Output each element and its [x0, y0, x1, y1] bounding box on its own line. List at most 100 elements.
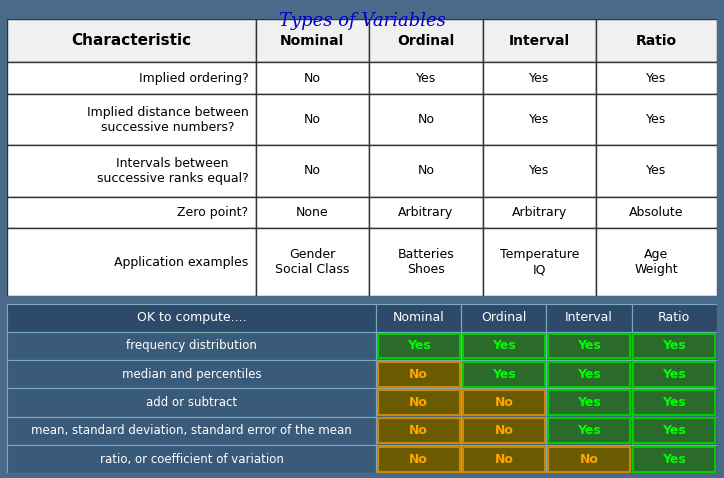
FancyBboxPatch shape — [256, 196, 369, 228]
FancyBboxPatch shape — [633, 334, 715, 358]
FancyBboxPatch shape — [376, 332, 461, 360]
Text: Types of Variables: Types of Variables — [279, 12, 445, 30]
Text: No: No — [409, 368, 428, 381]
FancyBboxPatch shape — [369, 228, 483, 296]
FancyBboxPatch shape — [547, 417, 631, 445]
FancyBboxPatch shape — [631, 417, 717, 445]
FancyBboxPatch shape — [369, 196, 483, 228]
FancyBboxPatch shape — [631, 445, 717, 473]
FancyBboxPatch shape — [256, 145, 369, 196]
FancyBboxPatch shape — [483, 62, 596, 94]
FancyBboxPatch shape — [7, 196, 256, 228]
Text: No: No — [409, 424, 428, 437]
FancyBboxPatch shape — [378, 446, 460, 471]
FancyBboxPatch shape — [256, 62, 369, 94]
Text: None: None — [296, 206, 329, 219]
Text: Yes: Yes — [662, 396, 686, 409]
FancyBboxPatch shape — [483, 94, 596, 145]
FancyBboxPatch shape — [461, 388, 547, 417]
Text: Absolute: Absolute — [629, 206, 683, 219]
Text: Arbitrary: Arbitrary — [512, 206, 567, 219]
FancyBboxPatch shape — [633, 390, 715, 415]
FancyBboxPatch shape — [7, 62, 256, 94]
Text: Batteries
Shoes: Batteries Shoes — [397, 249, 454, 276]
Text: frequency distribution: frequency distribution — [126, 339, 257, 352]
FancyBboxPatch shape — [369, 145, 483, 196]
Text: Implied ordering?: Implied ordering? — [139, 72, 248, 85]
Text: No: No — [304, 164, 321, 177]
Text: Yes: Yes — [577, 424, 601, 437]
Text: Yes: Yes — [647, 72, 667, 85]
FancyBboxPatch shape — [548, 446, 630, 471]
FancyBboxPatch shape — [461, 304, 547, 332]
Text: Yes: Yes — [662, 368, 686, 381]
FancyBboxPatch shape — [378, 362, 460, 387]
FancyBboxPatch shape — [7, 360, 376, 388]
FancyBboxPatch shape — [548, 334, 630, 358]
FancyBboxPatch shape — [596, 19, 717, 62]
FancyBboxPatch shape — [596, 228, 717, 296]
Text: mean, standard deviation, standard error of the mean: mean, standard deviation, standard error… — [31, 424, 352, 437]
FancyBboxPatch shape — [7, 388, 376, 417]
Text: Yes: Yes — [416, 72, 436, 85]
Text: add or subtract: add or subtract — [146, 396, 237, 409]
FancyBboxPatch shape — [483, 196, 596, 228]
Text: No: No — [494, 396, 513, 409]
Text: No: No — [494, 424, 513, 437]
FancyBboxPatch shape — [547, 304, 631, 332]
Text: Yes: Yes — [577, 339, 601, 352]
FancyBboxPatch shape — [376, 417, 461, 445]
Text: No: No — [494, 453, 513, 466]
FancyBboxPatch shape — [483, 145, 596, 196]
FancyBboxPatch shape — [7, 304, 376, 332]
FancyBboxPatch shape — [463, 446, 545, 471]
FancyBboxPatch shape — [596, 94, 717, 145]
FancyBboxPatch shape — [631, 304, 717, 332]
Text: Yes: Yes — [492, 339, 515, 352]
FancyBboxPatch shape — [547, 388, 631, 417]
Text: Arbitrary: Arbitrary — [398, 206, 453, 219]
Text: Yes: Yes — [577, 396, 601, 409]
Text: Yes: Yes — [529, 72, 550, 85]
Text: No: No — [417, 113, 434, 126]
FancyBboxPatch shape — [378, 418, 460, 443]
Text: Yes: Yes — [662, 453, 686, 466]
FancyBboxPatch shape — [7, 145, 256, 196]
FancyBboxPatch shape — [376, 388, 461, 417]
FancyBboxPatch shape — [461, 417, 547, 445]
Text: Age
Weight: Age Weight — [635, 249, 678, 276]
Text: Application examples: Application examples — [114, 256, 248, 269]
Text: Gender
Social Class: Gender Social Class — [275, 249, 350, 276]
Text: Zero point?: Zero point? — [177, 206, 248, 219]
Text: Yes: Yes — [647, 164, 667, 177]
FancyBboxPatch shape — [256, 19, 369, 62]
Text: No: No — [409, 453, 428, 466]
Text: Intervals between
successive ranks equal?: Intervals between successive ranks equal… — [97, 157, 248, 185]
FancyBboxPatch shape — [547, 445, 631, 473]
Text: Ratio: Ratio — [636, 33, 677, 48]
Text: Ordinal: Ordinal — [397, 33, 455, 48]
Text: No: No — [304, 72, 321, 85]
Text: OK to compute....: OK to compute.... — [137, 311, 247, 324]
FancyBboxPatch shape — [461, 445, 547, 473]
Text: median and percentiles: median and percentiles — [122, 368, 261, 381]
FancyBboxPatch shape — [596, 62, 717, 94]
FancyBboxPatch shape — [548, 390, 630, 415]
FancyBboxPatch shape — [461, 360, 547, 388]
FancyBboxPatch shape — [633, 418, 715, 443]
Text: Yes: Yes — [529, 164, 550, 177]
FancyBboxPatch shape — [369, 19, 483, 62]
Text: Temperature
IQ: Temperature IQ — [500, 249, 579, 276]
FancyBboxPatch shape — [256, 94, 369, 145]
Text: Yes: Yes — [407, 339, 431, 352]
Text: Interval: Interval — [565, 311, 613, 324]
Text: Ordinal: Ordinal — [481, 311, 526, 324]
FancyBboxPatch shape — [7, 94, 256, 145]
FancyBboxPatch shape — [463, 362, 545, 387]
FancyBboxPatch shape — [378, 390, 460, 415]
Text: Characteristic: Characteristic — [72, 33, 191, 48]
Text: No: No — [417, 164, 434, 177]
Text: No: No — [304, 113, 321, 126]
FancyBboxPatch shape — [633, 362, 715, 387]
FancyBboxPatch shape — [378, 334, 460, 358]
